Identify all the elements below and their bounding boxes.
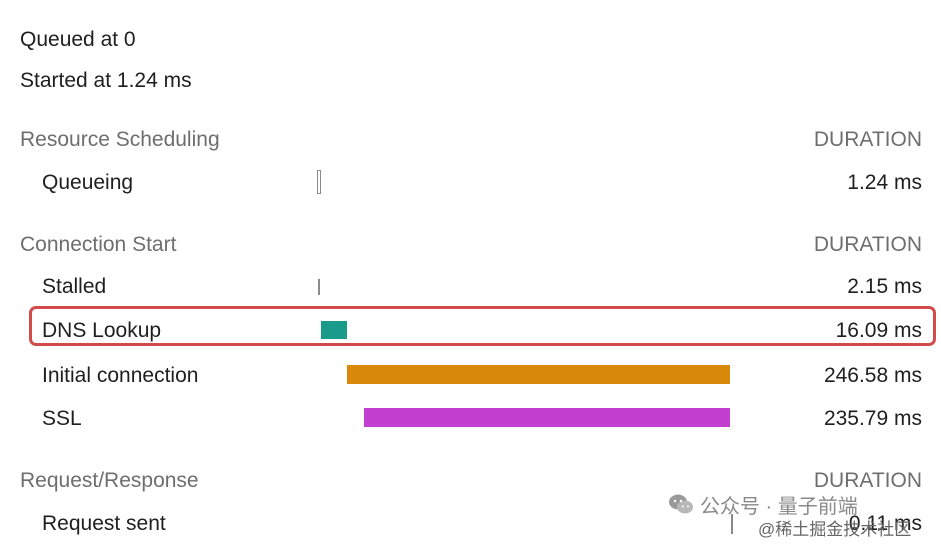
watermark-community: @稀土掘金技术社区: [758, 520, 912, 539]
timing-bar-ssl: [364, 408, 730, 427]
watermark-account: 公众号 · 量子前端: [700, 496, 858, 518]
queued-at-label: Queued at 0: [20, 28, 136, 51]
row-duration-queueing: 1.24 ms: [847, 171, 922, 194]
duration-header: DURATION: [813, 128, 922, 151]
timing-bar-initial-connection: [347, 365, 730, 384]
section-title-connection-start: Connection Start: [20, 233, 177, 256]
duration-header: DURATION: [813, 469, 922, 492]
timing-bar-request-sent: [731, 514, 733, 534]
row-label-initial-connection: Initial connection: [42, 364, 199, 387]
row-label-stalled: Stalled: [42, 275, 107, 298]
section-title-resource-scheduling: Resource Scheduling: [20, 128, 220, 151]
row-duration-ssl: 235.79 ms: [823, 407, 922, 430]
row-label-queueing: Queueing: [42, 171, 134, 194]
section-title-request-response: Request/Response: [20, 469, 199, 492]
row-label-request-sent: Request sent: [42, 512, 166, 535]
row-duration-dns-lookup: 16.09 ms: [835, 319, 922, 342]
row-label-ssl: SSL: [42, 407, 82, 430]
started-at-label: Started at 1.24 ms: [20, 69, 192, 92]
row-label-dns-lookup: DNS Lookup: [42, 319, 162, 342]
row-duration-request-sent: 0.11 ms: [848, 512, 922, 535]
timing-bar-queueing: [317, 170, 321, 194]
timing-bar-dns-lookup: [321, 321, 347, 339]
dns-lookup-highlight: [29, 306, 936, 346]
row-duration-stalled: 2.15 ms: [847, 275, 922, 298]
row-duration-initial-connection: 246.58 ms: [823, 364, 922, 387]
timing-bar-stalled: [318, 279, 320, 295]
wechat-icon: [668, 493, 694, 520]
duration-header: DURATION: [813, 233, 922, 256]
